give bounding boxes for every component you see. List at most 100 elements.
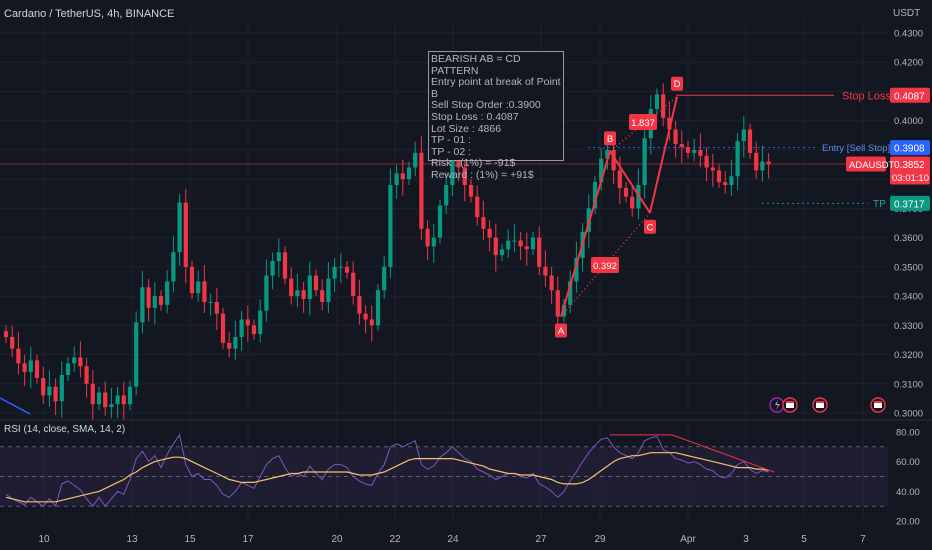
candle xyxy=(245,319,250,326)
note-line: Reward : (1%) = +91$ xyxy=(431,168,534,181)
flag-icon xyxy=(870,397,886,413)
x-tick-label: 27 xyxy=(535,534,547,545)
candle xyxy=(233,337,238,349)
ratio-badge-bg xyxy=(629,114,657,130)
x-tick-label: 3 xyxy=(743,534,749,545)
tp-label: TP xyxy=(873,199,886,210)
candle xyxy=(642,138,647,185)
candle xyxy=(685,147,691,153)
x-tick-label: 15 xyxy=(184,534,196,545)
candle xyxy=(357,296,362,314)
flag-glyph xyxy=(786,401,794,408)
flag-glyph xyxy=(874,401,882,408)
point-a-marker xyxy=(555,323,567,338)
x-tick-label: Apr xyxy=(680,534,696,545)
candle xyxy=(468,185,474,197)
candle xyxy=(47,386,52,396)
candle xyxy=(295,290,300,297)
y-tick-label: 0.3300 xyxy=(894,321,923,332)
y-tick-label: 0.4300 xyxy=(894,29,923,40)
y-tick-label: 0.4000 xyxy=(894,116,923,127)
candle xyxy=(72,357,77,364)
candle xyxy=(617,170,622,188)
leg-bc xyxy=(609,150,651,214)
candle xyxy=(59,375,64,402)
y-tick-label: 0.3600 xyxy=(894,233,923,244)
symbol-badge: ADAUSDT xyxy=(849,160,895,171)
x-tick-label: 24 xyxy=(447,534,459,545)
x-tick-label: 17 xyxy=(242,534,254,545)
candle xyxy=(741,129,746,142)
candle xyxy=(109,404,114,408)
rsi-label: RSI (14, close, SMA, 14, 2) xyxy=(4,424,126,435)
candle xyxy=(313,275,319,291)
flag-icon xyxy=(812,397,828,413)
x-tick-label: 13 xyxy=(126,534,138,545)
candle xyxy=(282,252,288,279)
tp-value: 0.3717 xyxy=(894,199,925,210)
candle xyxy=(754,152,759,171)
candle xyxy=(289,278,294,297)
candle xyxy=(22,363,27,373)
candle xyxy=(413,152,418,168)
levels-layer: Stop Loss Entry [Sell Stop] TP xyxy=(0,90,891,210)
candle xyxy=(475,196,480,218)
note-line: TP - 02 : xyxy=(431,145,472,158)
y-tick-label: 0.4200 xyxy=(894,58,923,69)
current-price-value: 0.3852 xyxy=(894,160,925,171)
candle xyxy=(493,237,498,256)
candles xyxy=(0,83,771,421)
candle xyxy=(630,196,635,209)
point-label: C xyxy=(647,222,654,233)
candle xyxy=(611,149,616,171)
stop-loss-value: 0.4087 xyxy=(894,91,925,102)
candle xyxy=(189,266,195,294)
candle xyxy=(121,395,126,405)
candle xyxy=(692,149,697,153)
flag-icon xyxy=(782,397,798,413)
ratio-badge: 0.392 xyxy=(593,261,617,272)
rsi-pane xyxy=(0,419,932,508)
candle xyxy=(543,266,548,276)
candle xyxy=(729,176,734,185)
symbol-badge-bg xyxy=(846,156,886,172)
candle xyxy=(723,182,728,185)
candle xyxy=(363,313,368,320)
candle xyxy=(3,331,9,337)
candle xyxy=(227,342,232,349)
candle xyxy=(599,158,604,183)
candle xyxy=(301,290,306,299)
candle xyxy=(667,117,672,130)
candle xyxy=(90,383,95,405)
candle xyxy=(710,167,715,171)
entry-value-bg xyxy=(890,140,930,156)
candle xyxy=(344,266,350,273)
candle xyxy=(53,386,58,402)
rsi-tick-label: 60.00 xyxy=(896,457,920,468)
candle xyxy=(239,319,244,337)
point-d-marker xyxy=(671,76,683,91)
candle xyxy=(140,287,145,323)
candle xyxy=(462,167,467,185)
point-label: A xyxy=(558,326,565,337)
candle xyxy=(487,228,492,238)
candle xyxy=(716,170,722,183)
candle xyxy=(251,325,257,335)
candle xyxy=(382,266,387,291)
candle xyxy=(78,357,83,367)
stop-loss-label: Stop Loss xyxy=(842,90,891,102)
candle xyxy=(146,287,151,308)
pattern-note: BEARISH AB = CD PATTERN Entry point at br… xyxy=(428,51,564,181)
rsi-tick-label: 40.00 xyxy=(896,487,920,498)
flag-stripe xyxy=(786,401,794,403)
candle xyxy=(10,337,15,349)
candle xyxy=(84,366,89,384)
candle xyxy=(388,185,393,267)
candle xyxy=(332,266,337,279)
y-tick-label: 0.3000 xyxy=(894,409,923,420)
note-line: Entry point at break of Point B xyxy=(431,76,561,100)
candle xyxy=(171,252,176,282)
candle xyxy=(499,249,505,256)
candle xyxy=(196,281,201,294)
candle xyxy=(165,281,170,305)
